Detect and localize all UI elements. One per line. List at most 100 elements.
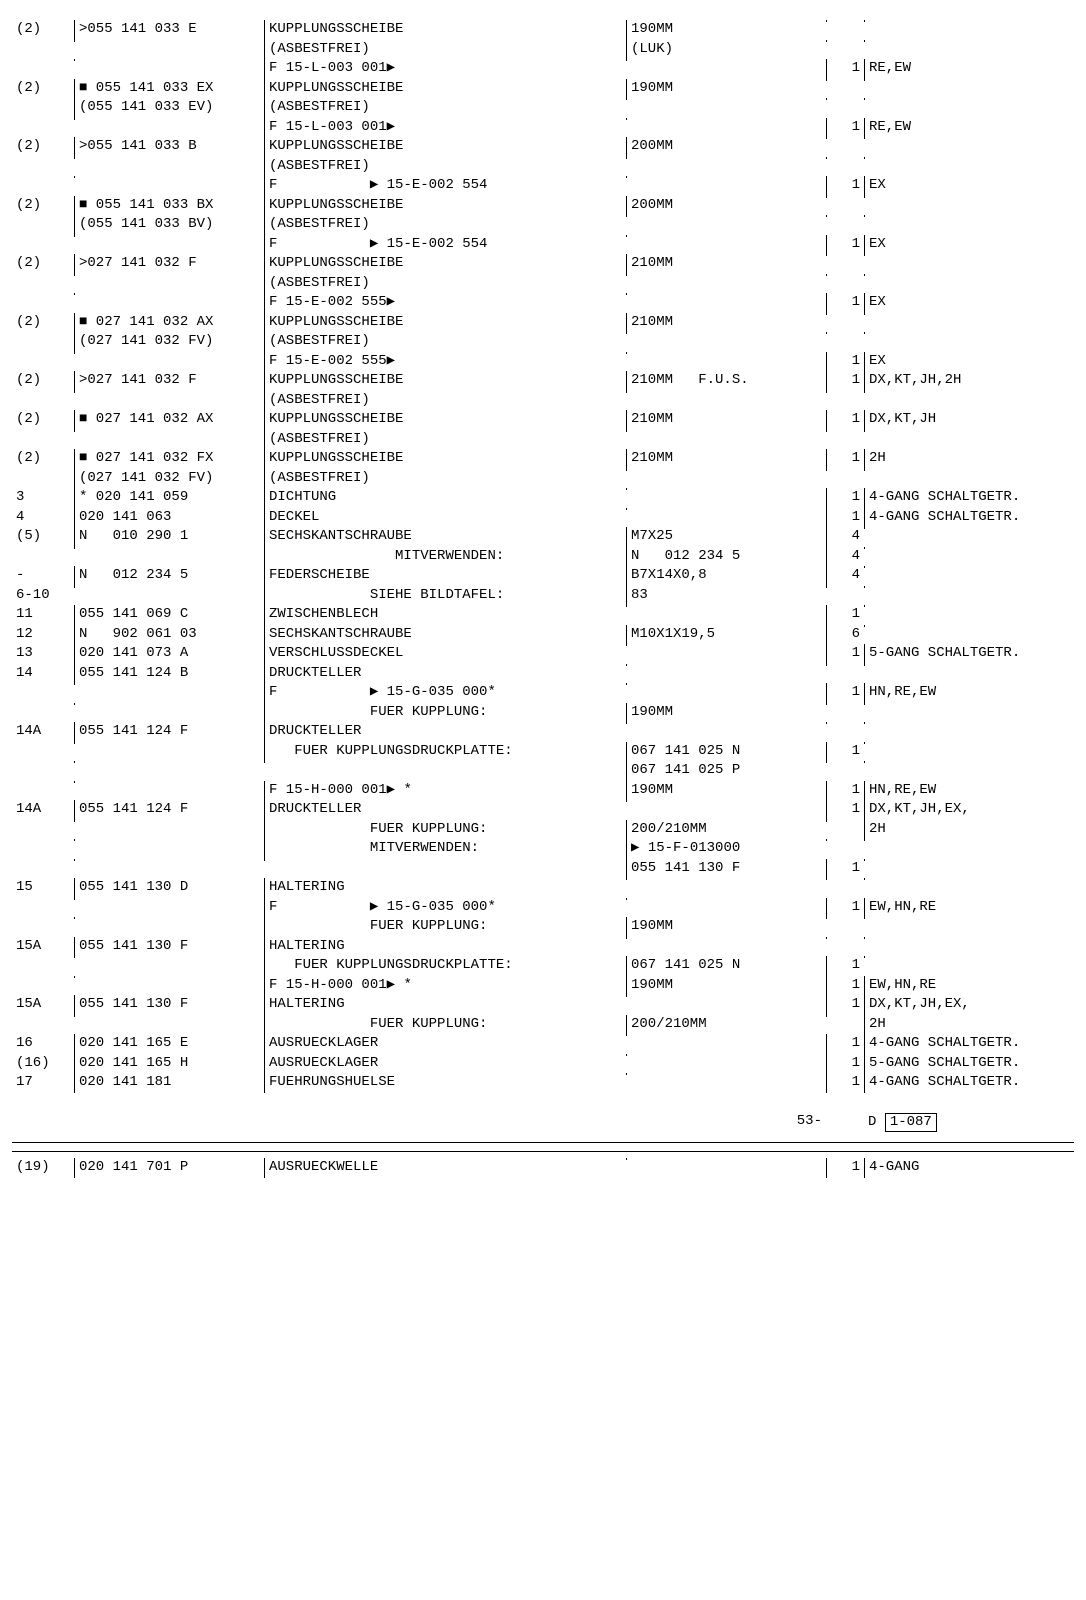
col-pos: [12, 839, 74, 841]
col-desc: FUER KUPPLUNGSDRUCKPLATTE:: [264, 956, 626, 976]
col-qty: 1: [826, 976, 864, 996]
col-qty: [826, 917, 864, 919]
col-part: (027 141 032 FV): [74, 332, 264, 352]
col-desc: DRUCKTELLER: [264, 800, 626, 820]
col-pos: 14: [12, 664, 74, 684]
col-desc: F 15-H-000 001▶ *: [264, 976, 626, 996]
col-qty: 1: [826, 781, 864, 801]
col-part: 020 141 701 P: [74, 1158, 264, 1178]
col-spec: [626, 995, 826, 997]
col-qty: [826, 664, 864, 666]
col-note: [864, 742, 1074, 744]
col-note: 4-GANG: [864, 1158, 1074, 1178]
table-row: F 15-E-002 555▶1EX: [12, 293, 1074, 313]
table-row: FUER KUPPLUNG:200/210MM2H: [12, 820, 1074, 840]
col-qty: [826, 20, 864, 22]
col-qty: 4: [826, 566, 864, 586]
col-desc: SECHSKANTSCHRAUBE: [264, 527, 626, 547]
col-desc: F ▶ 15-G-035 000*: [264, 683, 626, 703]
col-spec: [626, 878, 826, 880]
col-note: [864, 566, 1074, 568]
col-part: ■ 027 141 032 FX: [74, 449, 264, 469]
col-desc: F 15-E-002 555▶: [264, 352, 626, 372]
col-spec: [626, 274, 826, 276]
col-qty: 1: [826, 410, 864, 430]
table-row: MITVERWENDEN:N 012 234 54: [12, 547, 1074, 567]
col-part: 055 141 069 C: [74, 605, 264, 625]
col-desc: F 15-L-003 001▶: [264, 59, 626, 79]
table-row: (ASBESTFREI): [12, 391, 1074, 411]
col-spec: [626, 1054, 826, 1056]
col-note: [864, 878, 1074, 880]
col-note: RE,EW: [864, 118, 1074, 138]
col-desc: KUPPLUNGSSCHEIBE: [264, 196, 626, 216]
col-note: [864, 956, 1074, 958]
col-spec: 190MM: [626, 781, 826, 801]
page-separator: [12, 1142, 1074, 1143]
table-row: FUER KUPPLUNG:190MM: [12, 703, 1074, 723]
col-desc: FUER KUPPLUNG:: [264, 917, 626, 937]
col-qty: [826, 878, 864, 880]
table-row: 055 141 130 F1: [12, 859, 1074, 879]
table-row: (ASBESTFREI): [12, 157, 1074, 177]
col-part: >055 141 033 E: [74, 20, 264, 40]
col-part: [74, 235, 264, 237]
col-spec: 210MM: [626, 449, 826, 469]
col-qty: [826, 157, 864, 159]
col-pos: [12, 956, 74, 958]
col-qty: 1: [826, 176, 864, 196]
col-pos: [12, 781, 74, 783]
col-qty: [826, 937, 864, 939]
col-spec: 200MM: [626, 196, 826, 216]
col-desc: (ASBESTFREI): [264, 430, 626, 450]
col-pos: 16: [12, 1034, 74, 1054]
col-note: EX: [864, 176, 1074, 196]
col-spec: [626, 1034, 826, 1036]
col-spec: 067 141 025 P: [626, 761, 826, 781]
table-row: (055 141 033 BV)(ASBESTFREI): [12, 215, 1074, 235]
col-qty: [826, 254, 864, 256]
col-pos: (19): [12, 1158, 74, 1178]
col-desc: (ASBESTFREI): [264, 332, 626, 352]
table-row: (2)>027 141 032 FKUPPLUNGSSCHEIBE210MM: [12, 254, 1074, 274]
col-note: [864, 761, 1074, 763]
col-desc: AUSRUECKLAGER: [264, 1054, 626, 1074]
col-desc: AUSRUECKWELLE: [264, 1158, 626, 1178]
col-qty: [826, 137, 864, 139]
col-desc: KUPPLUNGSSCHEIBE: [264, 371, 626, 391]
col-qty: 1: [826, 235, 864, 255]
col-part: (055 141 033 EV): [74, 98, 264, 118]
col-pos: [12, 820, 74, 822]
col-pos: [12, 352, 74, 354]
col-note: 4-GANG SCHALTGETR.: [864, 488, 1074, 508]
col-spec: [626, 898, 826, 900]
col-desc: HALTERING: [264, 995, 626, 1015]
col-qty: [826, 469, 864, 471]
col-desc: KUPPLUNGSSCHEIBE: [264, 254, 626, 274]
col-pos: [12, 742, 74, 744]
col-desc: FUER KUPPLUNG:: [264, 820, 626, 840]
col-desc: [264, 761, 626, 763]
col-spec: [626, 800, 826, 802]
col-part: [74, 917, 264, 919]
col-desc: DRUCKTELLER: [264, 664, 626, 684]
col-spec: 190MM: [626, 20, 826, 40]
col-part: N 010 290 1: [74, 527, 264, 547]
table-row: 15A055 141 130 FHALTERING: [12, 937, 1074, 957]
table-row: (2)■ 055 141 033 BXKUPPLUNGSSCHEIBE200MM: [12, 196, 1074, 216]
col-qty: [826, 820, 864, 822]
col-part: 020 141 063: [74, 508, 264, 528]
table-row: 3* 020 141 059DICHTUNG14-GANG SCHALTGETR…: [12, 488, 1074, 508]
col-spec: M7X25: [626, 527, 826, 547]
col-note: 2H: [864, 449, 1074, 469]
col-desc: FEDERSCHEIBE: [264, 566, 626, 586]
col-pos: 12: [12, 625, 74, 645]
col-pos: 6-10: [12, 586, 74, 606]
col-desc: (ASBESTFREI): [264, 274, 626, 294]
col-part: (055 141 033 BV): [74, 215, 264, 235]
col-pos: (5): [12, 527, 74, 547]
table-row: 14A055 141 124 FDRUCKTELLER1DX,KT,JH,EX,: [12, 800, 1074, 820]
col-note: [864, 313, 1074, 315]
col-qty: [826, 332, 864, 334]
table-row: 12N 902 061 03SECHSKANTSCHRAUBEM10X1X19,…: [12, 625, 1074, 645]
